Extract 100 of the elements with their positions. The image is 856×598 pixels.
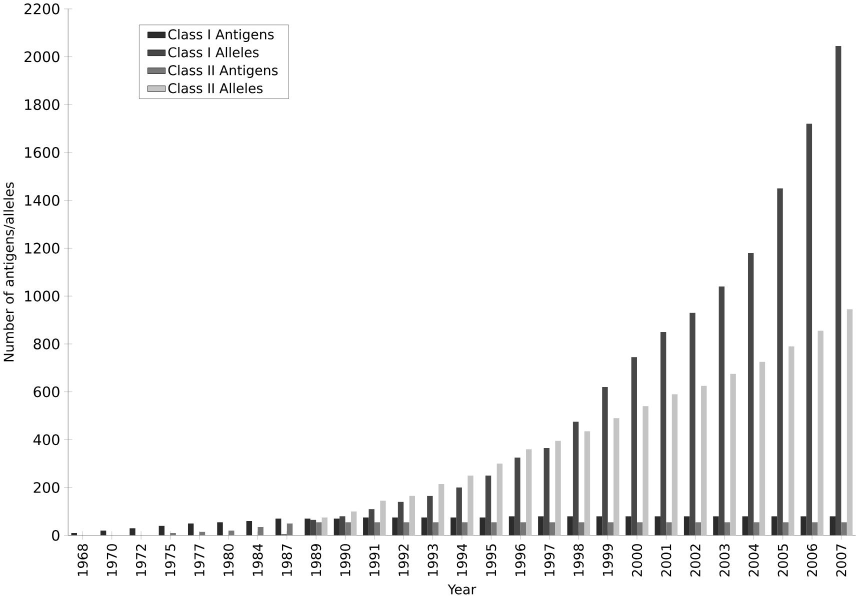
- bar: [276, 518, 282, 536]
- y-tick-label: 1200: [25, 242, 60, 254]
- bar: [480, 518, 486, 536]
- bar: [631, 357, 637, 536]
- bar: [246, 521, 252, 536]
- bar: [578, 522, 584, 536]
- legend-label: Class II Antigens: [168, 64, 278, 78]
- y-tick-label: 800: [34, 338, 60, 350]
- x-tick-label: 1997: [544, 544, 555, 576]
- bar: [782, 522, 789, 536]
- bar: [660, 332, 666, 536]
- x-tick-label: 1996: [515, 544, 526, 576]
- bar: [188, 524, 194, 536]
- bar: [584, 431, 590, 536]
- bar: [754, 522, 760, 536]
- bar: [695, 522, 702, 536]
- bar: [427, 496, 433, 536]
- x-tick-label: 1994: [456, 544, 468, 576]
- x-tick-label: 1999: [602, 544, 613, 576]
- x-tick-label: 1991: [369, 544, 380, 576]
- bar: [771, 516, 778, 536]
- bar: [380, 500, 386, 536]
- legend-label: Class II Alleles: [168, 82, 263, 94]
- y-tick-label: 1400: [25, 194, 60, 206]
- bar: [345, 522, 351, 536]
- y-tick-label: 1600: [25, 147, 60, 158]
- bar: [450, 518, 456, 536]
- bar: [491, 522, 497, 536]
- bar: [608, 522, 614, 536]
- x-tick-label: 1998: [574, 544, 584, 576]
- bar: [334, 518, 340, 536]
- bar: [544, 448, 550, 536]
- y-axis-title: Number of antigens/alleles: [3, 182, 16, 362]
- bar: [602, 387, 608, 536]
- y-tick-label: 1800: [25, 99, 60, 110]
- bar: [812, 522, 818, 536]
- x-tick-label: 2005: [778, 544, 788, 576]
- y-tick-label: 400: [33, 434, 60, 446]
- bar: [228, 530, 234, 536]
- bar: [368, 509, 374, 536]
- x-tick-label: 1992: [398, 544, 409, 576]
- x-tick-label: 2007: [836, 544, 846, 576]
- bar: [818, 330, 824, 536]
- bar: [777, 188, 783, 536]
- bar: [724, 522, 730, 536]
- bar: [759, 362, 766, 536]
- bar: [310, 520, 316, 536]
- x-tick-label: 1993: [428, 544, 438, 576]
- bar: [217, 522, 223, 536]
- bar: [350, 512, 357, 536]
- bar: [398, 502, 404, 536]
- bar: [258, 527, 264, 536]
- bar: [806, 124, 812, 536]
- bar: [836, 46, 842, 536]
- bar: [614, 418, 620, 536]
- bar: [158, 526, 165, 536]
- x-tick-label: 1972: [136, 544, 146, 576]
- bar: [374, 522, 380, 536]
- x-tick-label: 1989: [311, 544, 322, 576]
- bar: [567, 516, 573, 536]
- bar: [409, 496, 416, 536]
- bar: [684, 516, 690, 536]
- legend-label: Class I Antigens: [168, 29, 274, 42]
- y-tick-label: 2000: [24, 51, 60, 62]
- bar: [100, 530, 106, 536]
- bar: [748, 253, 754, 536]
- x-tick-label: 2004: [748, 544, 759, 576]
- x-tick-label: 2003: [719, 544, 730, 576]
- bar: [642, 406, 648, 536]
- bar: [701, 386, 707, 536]
- y-tick-label: 600: [34, 386, 60, 398]
- y-tick-label: 200: [34, 482, 60, 494]
- y-tick-label: 2200: [24, 3, 60, 14]
- bar: [666, 522, 672, 536]
- x-tick-label: 1990: [340, 544, 350, 576]
- bar: [462, 522, 468, 536]
- bar: [485, 476, 492, 536]
- x-tick-label: 1975: [165, 544, 176, 576]
- bar: [363, 518, 369, 536]
- x-tick-label: 1977: [194, 544, 204, 576]
- bar: [830, 516, 836, 536]
- bar: [130, 528, 136, 536]
- x-tick-label: 1970: [106, 544, 117, 576]
- bar: [526, 449, 532, 536]
- bar: [654, 516, 660, 536]
- bar: [841, 522, 847, 536]
- bar: [496, 464, 503, 536]
- bar: [626, 516, 632, 536]
- bar: [636, 522, 643, 536]
- bar: [514, 458, 520, 536]
- bar: [304, 518, 310, 536]
- bar: [322, 518, 328, 536]
- bar: [596, 516, 602, 536]
- bar: [555, 440, 561, 536]
- x-tick-label: 1987: [282, 544, 292, 576]
- bar: [690, 312, 696, 536]
- bar: [572, 422, 579, 536]
- legend-label: Class I Alleles: [168, 47, 259, 58]
- bar: [456, 488, 462, 536]
- x-axis-title: Year: [448, 584, 476, 594]
